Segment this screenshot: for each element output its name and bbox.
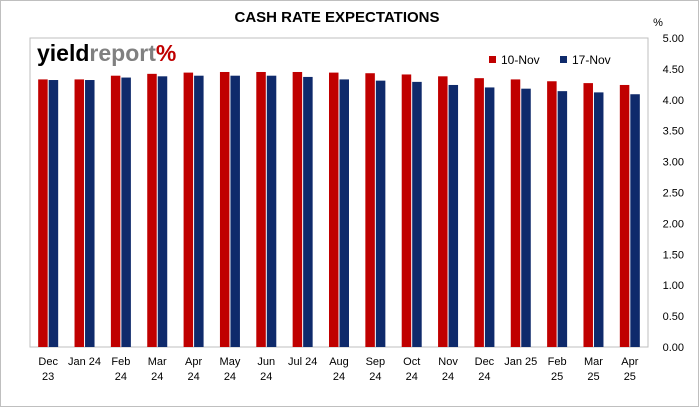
bar	[219, 71, 230, 348]
x-tick-label: Feb 24	[111, 356, 130, 383]
x-tick-label: Sep 24	[366, 356, 386, 383]
bar	[74, 79, 85, 347]
bar	[48, 80, 59, 348]
bar	[339, 79, 349, 347]
y-axis: 0.00 0.50 1.00 1.50 2.00 2.50 3.00 3.50 4.00 4.50…	[663, 33, 684, 354]
x-tick-label: Jun 24	[257, 356, 275, 383]
bar	[521, 88, 531, 348]
bar	[183, 72, 194, 347]
y-tick-label: 4.00	[663, 95, 684, 107]
bar	[593, 92, 604, 347]
chart-title: CASH RATE EXPECTATIONS	[234, 9, 439, 26]
bar	[401, 74, 412, 347]
x-tick-label: Nov 24	[438, 356, 458, 383]
bar	[329, 72, 339, 347]
bar	[85, 80, 95, 348]
y-tick-label: 0.00	[663, 342, 684, 354]
bar	[121, 77, 131, 347]
svg-text:yieldreport%: yieldreport%	[37, 40, 176, 66]
y-tick-label: 0.50	[663, 311, 684, 323]
legend-swatch	[489, 56, 496, 63]
bar	[292, 71, 303, 348]
legend: 10-Nov 17-Nov	[489, 53, 611, 67]
x-tick-label: May 24	[220, 356, 241, 383]
bar	[38, 79, 48, 347]
plot-border	[29, 37, 649, 348]
bar	[583, 83, 593, 347]
logo-text-percent: %	[156, 40, 176, 66]
bar	[110, 75, 121, 347]
bar	[619, 84, 630, 347]
bar	[630, 94, 640, 347]
bar	[303, 76, 313, 348]
plot-area	[29, 37, 649, 348]
series-17-Nov	[48, 75, 640, 348]
y-tick-label: 2.50	[663, 188, 684, 200]
bar	[157, 76, 168, 347]
x-axis: Dec 23 Jan 24 Feb 24 Mar 24 Apr 24 May 24 Jun 24 Jul …	[38, 356, 638, 383]
bar	[438, 76, 448, 347]
y-tick-label: 5.00	[663, 33, 684, 45]
y-tick-label: 3.50	[663, 126, 684, 138]
y-tick-label: 2.00	[663, 218, 684, 230]
x-tick-label: Apr 24	[185, 356, 202, 383]
x-tick-label: Apr 25	[621, 356, 638, 383]
bar	[557, 91, 568, 347]
y-tick-label: 4.50	[663, 64, 684, 76]
bar	[510, 79, 521, 347]
bar	[484, 87, 495, 347]
x-tick-label: Mar 24	[148, 356, 167, 383]
bar	[375, 80, 386, 347]
legend-swatch	[560, 56, 567, 63]
y-tick-label: 1.00	[663, 280, 684, 292]
legend-label: 17-Nov	[572, 53, 611, 67]
logo-text-report: report	[89, 40, 156, 66]
bar	[230, 75, 240, 347]
bar	[448, 84, 459, 347]
bar	[194, 75, 204, 347]
bar	[474, 78, 484, 348]
x-tick-label: Jan 24	[68, 356, 101, 368]
x-tick-label: Dec 24	[475, 356, 495, 383]
x-tick-label: Oct 24	[403, 356, 420, 383]
bar	[365, 73, 375, 347]
x-tick-label: Dec 23	[38, 356, 58, 383]
y-tick-label: 3.00	[663, 157, 684, 169]
logo: yieldreport%	[37, 40, 176, 66]
x-tick-label: Aug 24	[329, 356, 349, 383]
bar	[266, 75, 277, 347]
bar	[256, 71, 266, 348]
bar	[147, 73, 157, 348]
y-axis-unit-label: %	[653, 17, 663, 29]
series-10-Nov	[38, 71, 630, 348]
logo-text-yield: yield	[37, 40, 89, 66]
x-tick-label: Feb 25	[548, 356, 567, 383]
x-tick-label: Mar 25	[584, 356, 603, 383]
legend-label: 10-Nov	[501, 53, 540, 67]
x-tick-label: Jan 25	[504, 356, 537, 368]
bar	[412, 81, 422, 348]
x-tick-label: Jul 24	[288, 356, 317, 368]
y-tick-label: 1.50	[663, 249, 684, 261]
bar	[547, 81, 557, 347]
